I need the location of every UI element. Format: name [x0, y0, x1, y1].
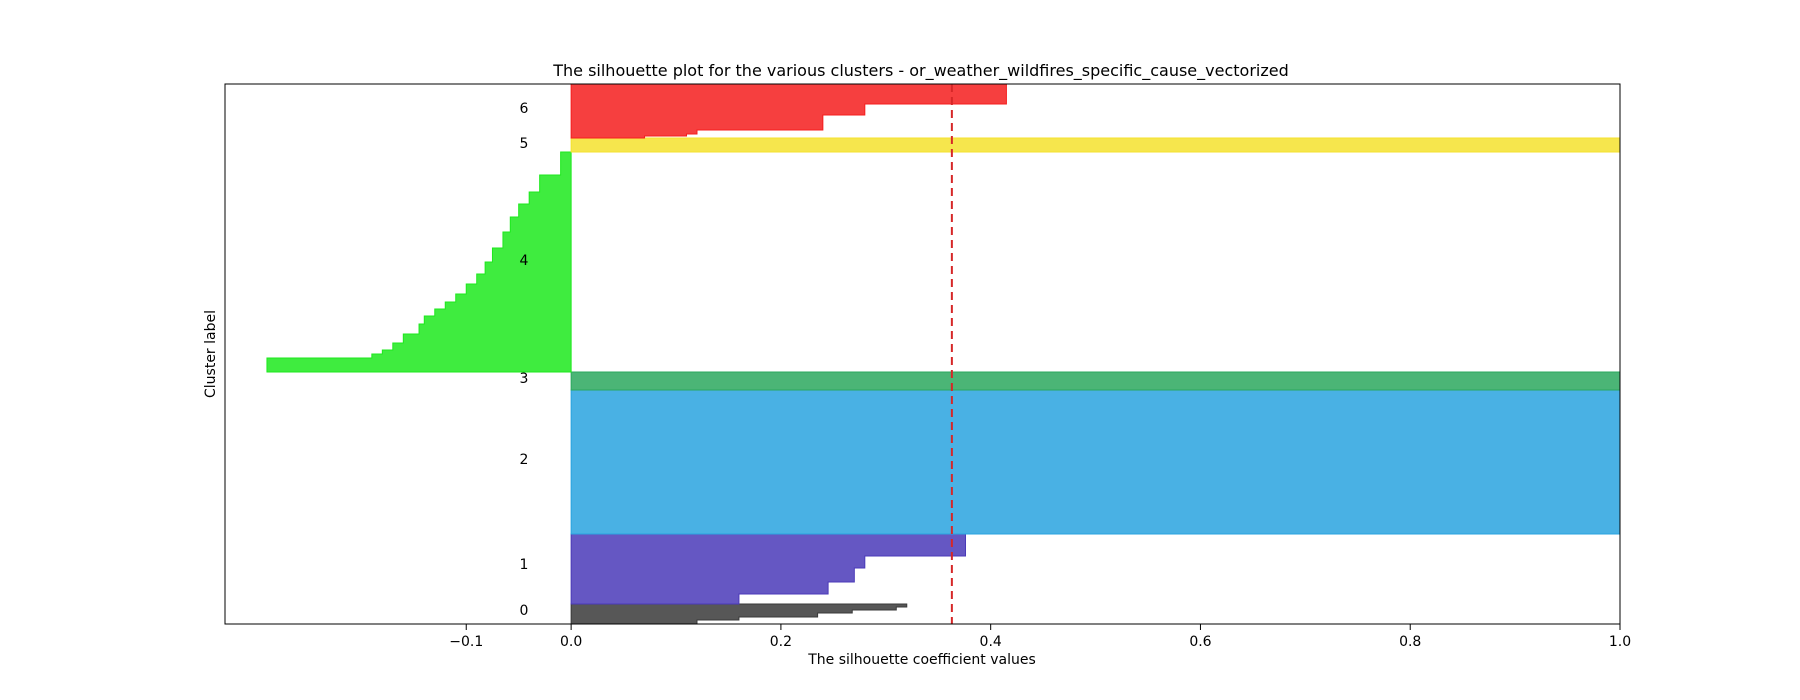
cluster-label-4: 4	[519, 253, 528, 269]
x-tick-label: 0.0	[560, 634, 582, 650]
y-axis-label: Cluster label	[203, 310, 219, 398]
cluster-label-0: 0	[519, 603, 528, 619]
x-axis-ticks: −0.1 0.0 0.2 0.4 0.6 0.8 1.0	[449, 624, 1631, 650]
x-axis-label: The silhouette coefficient values	[807, 652, 1036, 668]
cluster-label-5: 5	[519, 136, 528, 152]
cluster-2-silhouette	[570, 389, 1621, 535]
x-tick-label: 0.8	[1399, 634, 1421, 650]
x-tick-label: 1.0	[1609, 634, 1631, 650]
cluster-label-6: 6	[519, 101, 528, 117]
cluster-label-3: 3	[519, 371, 528, 387]
cluster-0-silhouette	[570, 603, 908, 625]
cluster-3-silhouette	[570, 371, 1621, 391]
plot-area: 0 1 2 3 4 5 6	[224, 83, 1621, 625]
plot-border	[224, 83, 1621, 625]
cluster-6-silhouette	[570, 83, 1007, 139]
cluster-label-2: 2	[519, 452, 528, 468]
cluster-labels: 0 1 2 3 4 5 6	[519, 101, 528, 619]
cluster-5-silhouette	[570, 137, 1621, 153]
chart-title: The silhouette plot for the various clus…	[552, 61, 1289, 81]
x-tick-label: 0.6	[1189, 634, 1211, 650]
cluster-1-silhouette	[570, 533, 967, 605]
cluster-label-1: 1	[519, 557, 528, 573]
x-tick-label: 0.2	[770, 634, 792, 650]
x-tick-label: 0.4	[980, 634, 1002, 650]
x-tick-label: −0.1	[449, 634, 483, 650]
cluster-4-silhouette	[266, 151, 572, 373]
